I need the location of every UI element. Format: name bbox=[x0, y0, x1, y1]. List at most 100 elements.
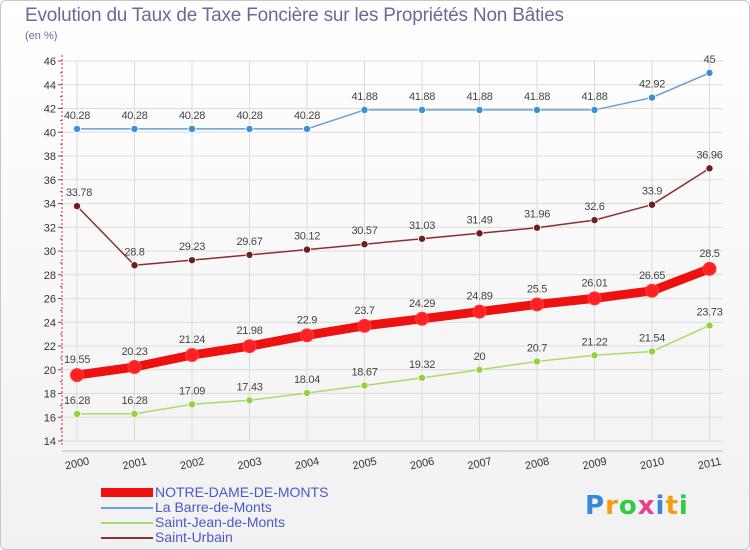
logo-letter: P bbox=[585, 491, 606, 521]
series-point-2 bbox=[417, 373, 426, 382]
series-point-2 bbox=[648, 347, 657, 356]
series-point-3 bbox=[417, 234, 426, 243]
series-point-2 bbox=[590, 351, 599, 360]
y-tick-label: 26 bbox=[44, 294, 56, 306]
x-tick-label: 2007 bbox=[466, 456, 492, 473]
data-label: 20.7 bbox=[527, 342, 547, 354]
series-line-1 bbox=[76, 72, 711, 130]
series-point-0 bbox=[357, 318, 372, 333]
data-label: 41.88 bbox=[524, 91, 550, 103]
x-tick-label: 2010 bbox=[639, 456, 665, 473]
data-label: 20 bbox=[474, 351, 486, 363]
y-tick-label: 22 bbox=[44, 341, 56, 353]
series-point-2 bbox=[130, 409, 139, 418]
series-point-3 bbox=[705, 164, 714, 173]
series-line-2 bbox=[76, 324, 711, 415]
series-point-2 bbox=[245, 396, 254, 405]
data-label: 21.98 bbox=[236, 325, 262, 337]
grid-lines bbox=[62, 60, 723, 442]
series-point-1 bbox=[648, 93, 657, 102]
legend-label: Saint-Urbain bbox=[155, 529, 233, 545]
series-line-3 bbox=[76, 167, 711, 266]
legend-swatch bbox=[101, 522, 153, 524]
data-label: 41.88 bbox=[581, 91, 607, 103]
series-point-0 bbox=[70, 368, 84, 383]
data-label: 17.43 bbox=[236, 381, 262, 393]
series-point-3 bbox=[302, 245, 311, 254]
series-point-0 bbox=[472, 304, 487, 319]
legend-label: Saint-Jean-de-Monts bbox=[155, 514, 285, 530]
series-point-2 bbox=[302, 389, 311, 398]
y-tick-label: 28 bbox=[44, 270, 56, 282]
x-tick-label: 2000 bbox=[64, 456, 90, 473]
data-label: 32.6 bbox=[584, 201, 604, 213]
data-label: 30.57 bbox=[351, 225, 377, 237]
data-label: 19.55 bbox=[64, 354, 90, 366]
logo-letter: i bbox=[655, 491, 666, 521]
y-tick-label: 30 bbox=[44, 246, 56, 258]
series-point-0 bbox=[702, 261, 717, 276]
series-point-2 bbox=[705, 321, 714, 330]
data-label: 23.7 bbox=[354, 305, 374, 317]
data-label: 21.24 bbox=[179, 334, 205, 346]
data-label: 28.5 bbox=[699, 248, 719, 260]
data-label: 40.28 bbox=[64, 110, 90, 122]
series-point-3 bbox=[360, 240, 369, 249]
data-label: 26.01 bbox=[581, 277, 607, 289]
data-label: 16.28 bbox=[64, 395, 90, 407]
series-point-1 bbox=[302, 124, 311, 133]
y-tick-label: 44 bbox=[44, 80, 56, 92]
series-point-1 bbox=[187, 124, 196, 133]
y-tick-label: 42 bbox=[44, 104, 56, 116]
data-label: 42.92 bbox=[639, 79, 665, 91]
series-lines bbox=[70, 68, 717, 418]
x-tick-label: 2011 bbox=[697, 456, 723, 473]
series-point-0 bbox=[530, 297, 544, 312]
data-label: 25.5 bbox=[527, 283, 547, 295]
series-point-1 bbox=[705, 68, 714, 77]
series-point-2 bbox=[187, 400, 196, 409]
series-point-2 bbox=[533, 357, 542, 366]
series-point-3 bbox=[590, 216, 599, 225]
data-label: 33.9 bbox=[642, 186, 662, 198]
y-tick-label: 16 bbox=[44, 412, 56, 424]
data-label: 24.29 bbox=[409, 298, 435, 310]
x-tick-label: 2001 bbox=[121, 456, 147, 473]
data-label: 20.23 bbox=[121, 346, 147, 358]
y-tick-label: 24 bbox=[44, 317, 56, 329]
data-label: 29.67 bbox=[236, 236, 262, 248]
series-point-1 bbox=[130, 124, 139, 133]
y-tick-label: 36 bbox=[44, 175, 56, 187]
y-tick-label: 14 bbox=[44, 436, 56, 448]
data-label: 19.32 bbox=[409, 359, 435, 371]
legend-swatch bbox=[101, 507, 153, 509]
series-point-2 bbox=[475, 365, 484, 374]
y-tick-label: 34 bbox=[44, 199, 56, 211]
series-point-0 bbox=[185, 348, 199, 363]
y-axis-unit: (en %) bbox=[25, 30, 58, 42]
series-point-0 bbox=[242, 339, 257, 354]
series-point-0 bbox=[415, 311, 429, 326]
logo-letter: x bbox=[637, 491, 656, 521]
data-label: 41.88 bbox=[351, 91, 377, 103]
x-tick-label: 2005 bbox=[351, 456, 377, 473]
logo-letter: o bbox=[618, 491, 638, 521]
y-tick-label: 38 bbox=[44, 151, 56, 163]
data-label: 29.23 bbox=[179, 241, 205, 253]
y-tick-label: 46 bbox=[44, 56, 56, 68]
data-label: 31.96 bbox=[524, 209, 550, 221]
data-label: 40.28 bbox=[179, 110, 205, 122]
series-line-0 bbox=[72, 264, 714, 380]
legend-label: La Barre-de-Monts bbox=[155, 499, 272, 515]
data-label: 18.67 bbox=[351, 367, 377, 379]
series-point-0 bbox=[300, 328, 314, 343]
x-tick-label: 2009 bbox=[581, 456, 607, 473]
y-tick-label: 32 bbox=[44, 222, 56, 234]
data-label: 36.96 bbox=[696, 149, 722, 161]
data-label: 41.88 bbox=[409, 91, 435, 103]
x-tick-label: 2008 bbox=[524, 456, 550, 473]
data-label: 41.88 bbox=[466, 91, 492, 103]
series-point-0 bbox=[127, 360, 142, 375]
